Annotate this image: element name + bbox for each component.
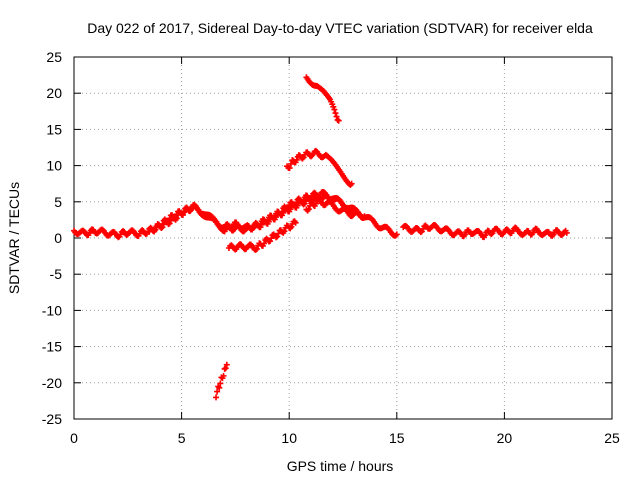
- data-marks: [71, 74, 570, 401]
- x-tick-label: 15: [389, 430, 405, 446]
- data-point: [488, 231, 495, 238]
- series-arc-10: [284, 147, 355, 189]
- y-tick-label: -10: [42, 302, 62, 318]
- data-point: [217, 380, 224, 387]
- data-point: [293, 199, 300, 206]
- series-arc-right-descent: [303, 196, 364, 220]
- x-axis-title: GPS time / hours: [287, 458, 394, 474]
- data-point: [172, 214, 179, 221]
- x-tick-label: 0: [70, 430, 78, 446]
- y-tick-label: 25: [46, 49, 62, 65]
- data-point: [292, 219, 299, 226]
- data-point: [288, 223, 295, 230]
- data-point: [268, 235, 275, 242]
- y-tick-label: -5: [50, 266, 63, 282]
- data-point: [159, 220, 166, 227]
- data-point: [252, 246, 259, 253]
- x-tick-label: 10: [281, 430, 297, 446]
- data-point: [271, 213, 278, 220]
- data-point: [281, 228, 288, 235]
- data-point: [283, 206, 290, 213]
- data-point: [165, 218, 172, 225]
- y-tick-label: 15: [46, 121, 62, 137]
- data-point: [335, 117, 342, 124]
- data-point: [285, 205, 292, 212]
- data-point: [287, 160, 294, 167]
- data-point: [305, 206, 312, 213]
- y-axis-title: SDTVAR / TECUs: [6, 182, 22, 294]
- y-tick-label: -20: [42, 375, 62, 391]
- data-point: [222, 365, 229, 372]
- y-tick-label: 0: [54, 230, 62, 246]
- y-tick-label: -25: [42, 411, 62, 427]
- data-point: [164, 219, 171, 226]
- data-point: [279, 208, 286, 215]
- data-point: [286, 165, 293, 172]
- data-point: [357, 211, 364, 218]
- data-point: [333, 113, 340, 120]
- data-point: [257, 221, 264, 228]
- data-point: [264, 217, 271, 224]
- data-point: [393, 231, 400, 238]
- data-point: [348, 180, 355, 187]
- y-tick-label: 10: [46, 158, 62, 174]
- x-tick-label: 20: [497, 430, 513, 446]
- data-point: [223, 361, 230, 368]
- data-point: [563, 229, 570, 236]
- y-tick-label: 5: [54, 194, 62, 210]
- axis-ticks: 0 5 10 15 20 25 -25 -20 -15 -10 -5 0 5 10 15 20 25: [42, 49, 620, 446]
- series-arc-negative: [213, 361, 230, 401]
- x-tick-label: 5: [178, 430, 186, 446]
- data-point: [293, 156, 300, 163]
- data-point: [331, 106, 338, 113]
- y-tick-label: 20: [46, 85, 62, 101]
- data-point: [213, 394, 220, 401]
- y-tick-label: -15: [42, 339, 62, 355]
- data-point: [220, 372, 227, 379]
- series-arc-20: [303, 74, 342, 124]
- data-point: [332, 110, 339, 117]
- data-point: [261, 240, 268, 247]
- data-point: [482, 232, 489, 239]
- data-point: [216, 384, 223, 391]
- chart-title: Day 022 of 2017, Sidereal Day-to-day VTE…: [87, 20, 593, 36]
- data-point: [152, 226, 159, 233]
- data-point: [188, 206, 195, 213]
- data-point: [171, 215, 178, 222]
- data-point: [300, 197, 307, 204]
- series-arc-baseline-3: [400, 222, 570, 241]
- series-arc-low-mid: [225, 218, 299, 253]
- data-point: [361, 213, 368, 220]
- data-point: [214, 388, 221, 395]
- data-point: [312, 200, 319, 207]
- data-point: [274, 233, 281, 240]
- data-point: [253, 246, 260, 252]
- grid: [74, 57, 612, 419]
- x-tick-label: 25: [604, 430, 620, 446]
- data-point: [267, 238, 274, 245]
